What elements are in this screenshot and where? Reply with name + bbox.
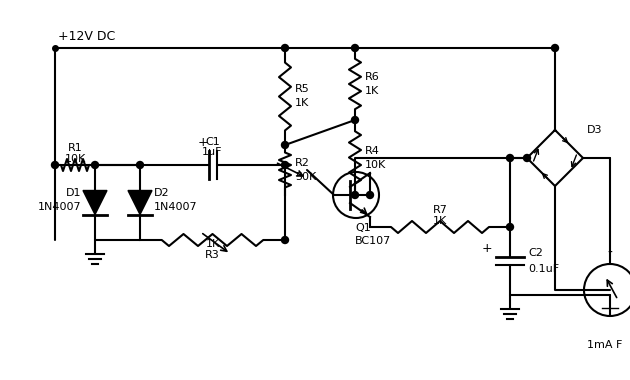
Circle shape xyxy=(352,117,358,124)
Text: R1: R1 xyxy=(67,143,83,153)
Text: 1K: 1K xyxy=(205,239,220,249)
Text: 10K: 10K xyxy=(365,160,386,169)
Text: 1K: 1K xyxy=(295,98,309,109)
Circle shape xyxy=(367,192,374,198)
Circle shape xyxy=(282,162,289,168)
Text: 1N4007: 1N4007 xyxy=(37,201,81,212)
Circle shape xyxy=(137,162,144,168)
Text: R3: R3 xyxy=(205,250,220,260)
Text: R5: R5 xyxy=(295,84,310,95)
Text: D2: D2 xyxy=(154,187,169,198)
Text: +12V DC: +12V DC xyxy=(58,30,115,43)
Circle shape xyxy=(52,162,59,168)
Text: +: + xyxy=(481,242,492,255)
Text: R4: R4 xyxy=(365,146,380,155)
Circle shape xyxy=(507,223,513,231)
Text: R6: R6 xyxy=(365,72,380,82)
Text: 0.1uF: 0.1uF xyxy=(528,264,559,274)
Text: R2: R2 xyxy=(295,158,310,168)
Text: 1mA F: 1mA F xyxy=(587,340,622,350)
Text: -: - xyxy=(607,246,612,260)
Text: C1: C1 xyxy=(205,137,220,147)
Circle shape xyxy=(282,236,289,244)
Text: 1N4007: 1N4007 xyxy=(154,201,198,212)
Text: D1: D1 xyxy=(66,187,81,198)
Circle shape xyxy=(551,44,559,52)
Text: Q1: Q1 xyxy=(355,223,370,233)
Circle shape xyxy=(282,141,289,149)
Text: 1K: 1K xyxy=(433,216,447,226)
Circle shape xyxy=(507,155,513,162)
Circle shape xyxy=(524,155,530,162)
Text: +: + xyxy=(197,136,208,149)
Text: C2: C2 xyxy=(528,248,543,258)
Text: 50K: 50K xyxy=(295,172,316,182)
Text: 1uF: 1uF xyxy=(202,147,223,157)
Circle shape xyxy=(352,44,358,52)
Polygon shape xyxy=(128,190,152,214)
Polygon shape xyxy=(83,190,107,214)
Circle shape xyxy=(91,162,98,168)
Circle shape xyxy=(282,44,289,52)
Text: BC107: BC107 xyxy=(355,236,391,246)
Circle shape xyxy=(352,192,358,198)
Text: R7: R7 xyxy=(433,205,447,215)
Text: 10K: 10K xyxy=(64,154,86,164)
Text: D3: D3 xyxy=(587,125,602,135)
Text: 1K: 1K xyxy=(365,86,379,96)
